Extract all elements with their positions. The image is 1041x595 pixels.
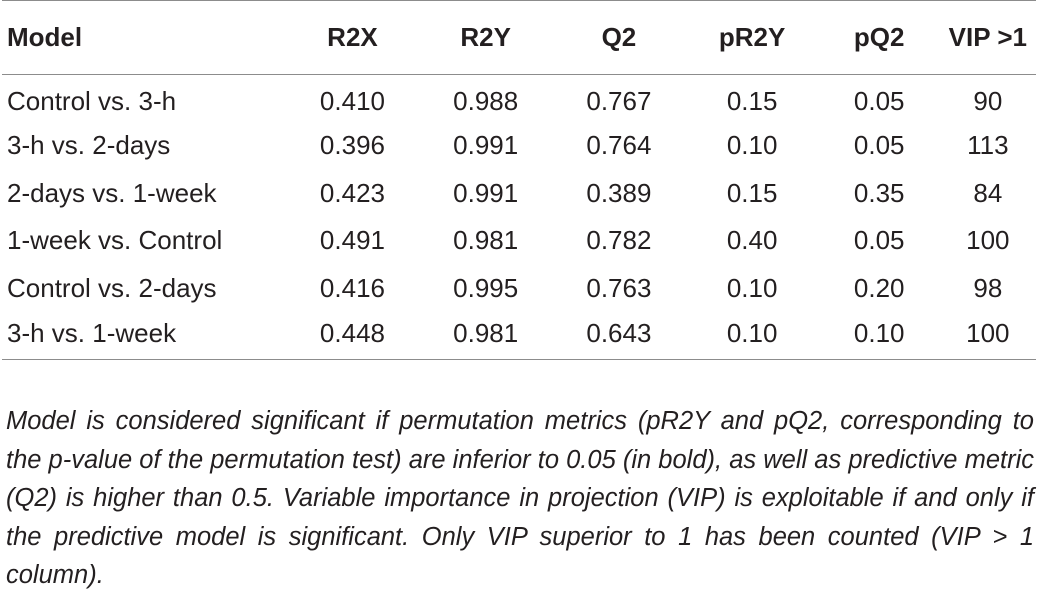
cell-pq2: 0.20 — [853, 272, 905, 303]
cell-model: 2-days vs. 1-week — [7, 177, 217, 208]
cell-q2: 0.389 — [586, 177, 652, 208]
cell-r2x: 0.423 — [319, 177, 385, 208]
results-table-container: Model R2X R2Y Q2 pR2Y pQ2 VIP >1 Control… — [2, 0, 1036, 360]
table-header-row: Model R2X R2Y Q2 pR2Y pQ2 VIP >1 — [2, 0, 1036, 75]
cell-pr2y: 0.15 — [726, 177, 778, 208]
cell-q2: 0.767 — [586, 86, 652, 116]
cell-r2y: 0.991 — [453, 130, 519, 161]
header-pq2: pQ2 — [853, 22, 905, 52]
cell-pr2y: 0.10 — [726, 318, 778, 348]
cell-r2x: 0.448 — [319, 318, 385, 348]
cell-model: Control vs. 3-h — [7, 86, 177, 116]
cell-r2y: 0.988 — [453, 86, 519, 116]
cell-model: Control vs. 2-days — [7, 272, 217, 303]
cell-pq2: 0.05 — [853, 86, 905, 116]
header-vip: VIP >1 — [948, 22, 1027, 52]
cell-vip: 100 — [966, 318, 1010, 348]
table-row: Control vs. 2-days 0.416 0.995 0.763 0.1… — [2, 265, 1036, 313]
header-pr2y: pR2Y — [718, 22, 786, 52]
header-q2: Q2 — [601, 22, 637, 52]
cell-q2: 0.782 — [586, 225, 652, 256]
cell-model: 3-h vs. 1-week — [7, 318, 177, 348]
cell-pq2: 0.10 — [853, 318, 905, 348]
table-row: 1-week vs. Control 0.491 0.981 0.782 0.4… — [2, 217, 1036, 265]
cell-q2: 0.763 — [586, 272, 652, 303]
table-footnote: Model is considered significant if permu… — [6, 407, 1034, 589]
header-r2y: R2Y — [460, 22, 511, 52]
model-metrics-table: Model R2X R2Y Q2 pR2Y pQ2 VIP >1 Control… — [2, 0, 1036, 360]
cell-pq2: 0.05 — [853, 130, 905, 161]
table-row: 3-h vs. 2-days 0.396 0.991 0.764 0.10 0.… — [2, 122, 1036, 170]
cell-q2: 0.764 — [586, 130, 652, 161]
cell-vip: 84 — [973, 177, 1003, 208]
cell-r2x: 0.410 — [319, 86, 385, 116]
header-r2x: R2X — [327, 22, 378, 52]
cell-r2y: 0.991 — [453, 177, 519, 208]
cell-pr2y: 0.10 — [726, 130, 778, 161]
cell-r2x: 0.396 — [319, 130, 385, 161]
cell-pr2y: 0.40 — [726, 225, 778, 256]
cell-r2y: 0.981 — [453, 225, 519, 256]
cell-r2y: 0.981 — [453, 318, 519, 348]
cell-r2x: 0.491 — [319, 225, 385, 256]
cell-pq2: 0.05 — [853, 225, 905, 256]
table-row: Control vs. 3-h 0.410 0.988 0.767 0.15 0… — [2, 75, 1036, 123]
cell-pr2y: 0.10 — [726, 272, 778, 303]
cell-model: 3-h vs. 2-days — [7, 130, 171, 161]
cell-vip: 100 — [966, 225, 1010, 256]
cell-r2x: 0.416 — [319, 272, 385, 303]
table-row: 3-h vs. 1-week 0.448 0.981 0.643 0.10 0.… — [2, 312, 1036, 360]
table-row: 2-days vs. 1-week 0.423 0.991 0.389 0.15… — [2, 170, 1036, 218]
cell-r2y: 0.995 — [453, 272, 519, 303]
cell-pr2y: 0.15 — [726, 86, 778, 116]
cell-model: 1-week vs. Control — [7, 225, 223, 256]
cell-pq2: 0.35 — [853, 177, 905, 208]
cell-vip: 90 — [973, 86, 1003, 116]
cell-q2: 0.643 — [586, 318, 652, 348]
cell-vip: 113 — [967, 130, 1009, 161]
cell-vip: 98 — [973, 272, 1003, 303]
header-model: Model — [7, 22, 83, 52]
